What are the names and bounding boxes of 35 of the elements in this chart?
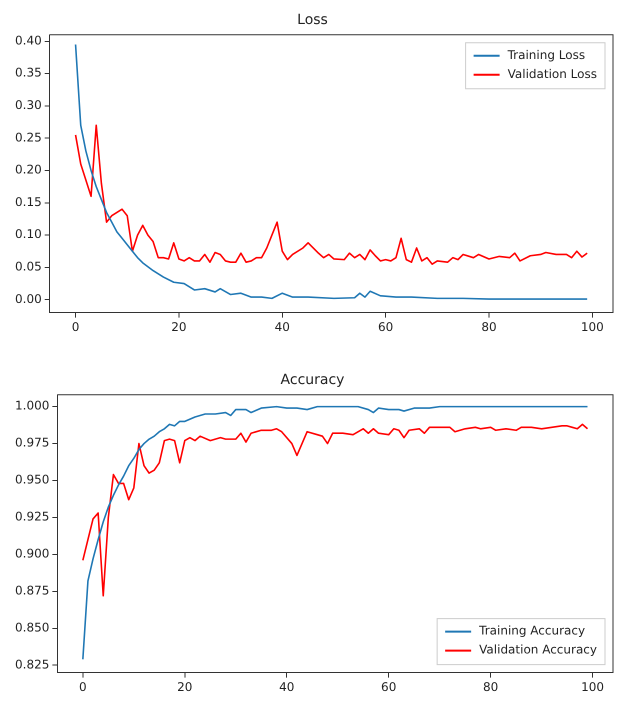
y-tick-label: 0.950 (14, 472, 50, 487)
x-tick-label: 60 (381, 680, 396, 694)
x-tick-label: 100 (581, 680, 604, 694)
y-tick-label: 0.40 (15, 33, 42, 48)
y-tick-label: 0.35 (15, 66, 42, 80)
legend-label: Training Accuracy (478, 624, 586, 638)
y-tick-label: 0.825 (14, 657, 50, 672)
legend-label: Validation Loss (508, 66, 597, 81)
x-tick-label: 60 (378, 320, 394, 334)
chart-title: Accuracy (280, 372, 344, 388)
x-tick-label: 20 (171, 320, 187, 334)
y-tick-label: 0.00 (15, 292, 42, 306)
y-tick-label: 1.000 (14, 398, 50, 413)
y-tick-label: 0.875 (14, 583, 50, 598)
x-tick-label: 0 (79, 680, 87, 694)
y-tick-label: 0.925 (14, 510, 50, 524)
y-tick-label: 0.25 (15, 130, 42, 144)
x-tick-label: 100 (580, 320, 604, 334)
chart-title: Loss (297, 12, 328, 28)
legend-label: Validation Accuracy (479, 642, 598, 657)
y-tick-label: 0.900 (14, 546, 50, 561)
x-tick-label: 80 (481, 320, 497, 334)
x-tick-label: 20 (177, 680, 192, 694)
x-tick-label: 80 (483, 680, 498, 694)
y-tick-label: 0.15 (15, 194, 42, 209)
x-tick-label: 40 (279, 680, 294, 694)
x-tick-label: 0 (72, 320, 80, 334)
y-tick-label: 0.975 (14, 436, 50, 450)
legend-label: Training Loss (506, 48, 586, 62)
y-tick-label: 0.10 (15, 227, 42, 242)
y-tick-label: 0.30 (15, 98, 42, 112)
y-tick-label: 0.850 (14, 620, 50, 634)
x-tick-label: 40 (274, 320, 290, 334)
y-tick-label: 0.20 (15, 162, 42, 177)
y-tick-label: 0.05 (15, 260, 42, 274)
